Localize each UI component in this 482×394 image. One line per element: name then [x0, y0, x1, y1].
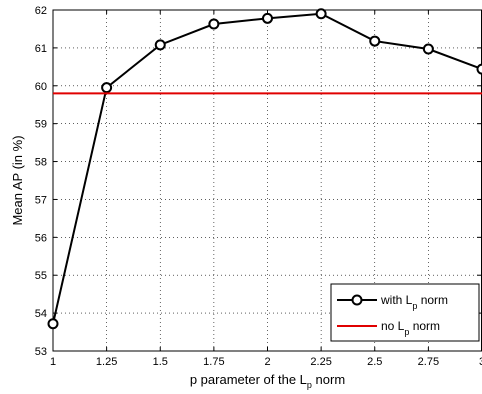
data-point — [422, 43, 434, 55]
x-tick-label: 1 — [50, 356, 56, 368]
y-axis-label: Mean AP (in %) — [10, 135, 25, 225]
series-line-0 — [52, 12, 482, 324]
y-tick-label: 57 — [35, 194, 47, 206]
y-tick-label: 62 — [35, 5, 47, 17]
y-tick-label: 61 — [35, 43, 47, 55]
series-layer — [47, 8, 482, 330]
data-point — [208, 18, 220, 30]
data-point — [315, 8, 327, 20]
legend-marker-0 — [351, 294, 363, 306]
x-tick-label: 2.75 — [418, 356, 439, 368]
x-tick-label: 3 — [479, 356, 482, 368]
data-point — [369, 35, 381, 47]
x-tick-label: 2.5 — [367, 356, 382, 368]
data-point — [476, 63, 482, 75]
y-tick-label: 54 — [35, 308, 47, 320]
data-point — [262, 12, 273, 24]
x-tick-label: 1.5 — [153, 356, 168, 368]
x-tick-label: 1.25 — [96, 356, 117, 368]
y-tick-label: 53 — [35, 346, 47, 358]
data-point — [154, 39, 166, 51]
y-tick-label: 56 — [35, 232, 47, 244]
legend: with Lp norm no Lp norm — [330, 283, 480, 342]
data-point — [47, 318, 59, 330]
legend-label-1: no Lp norm — [381, 319, 440, 337]
y-tick-label: 58 — [35, 157, 47, 169]
legend-box — [330, 283, 480, 342]
x-tick-label: 2.25 — [310, 356, 331, 368]
legend-label-0: with Lp norm — [380, 293, 448, 311]
x-tick-label: 1.75 — [203, 356, 224, 368]
y-tick-label: 59 — [35, 119, 47, 131]
data-point — [101, 82, 113, 94]
y-tick-label: 60 — [35, 81, 47, 93]
x-axis-label: p parameter of the Lp norm — [190, 372, 345, 390]
x-tick-label: 2 — [264, 356, 270, 368]
y-tick-label: 55 — [35, 270, 47, 282]
